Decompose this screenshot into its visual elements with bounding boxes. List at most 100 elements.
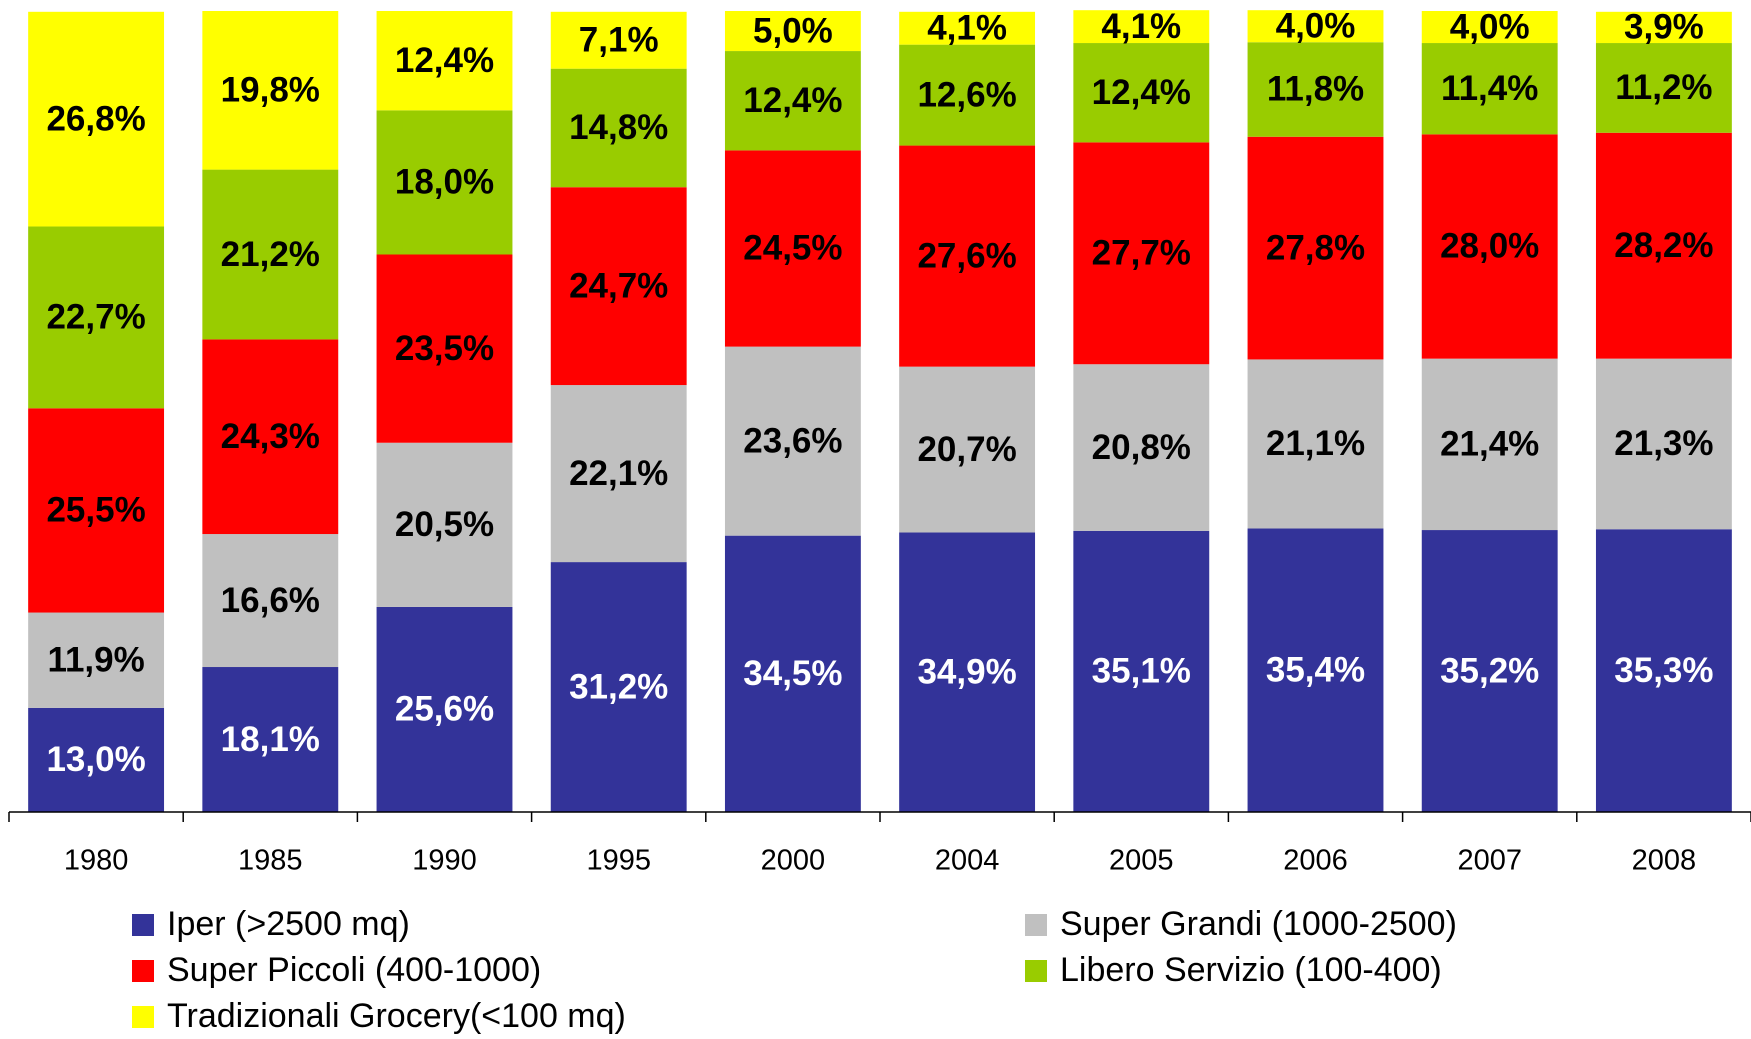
data-label: 20,5% xyxy=(395,505,494,544)
bar-segment xyxy=(28,226,165,409)
bar-segment xyxy=(1247,10,1384,43)
bar-segment xyxy=(1595,132,1732,359)
data-label: 27,7% xyxy=(1092,234,1191,273)
bar-segment xyxy=(899,532,1036,812)
data-label: 18,0% xyxy=(395,163,494,202)
legend-swatch xyxy=(132,960,154,982)
data-label: 11,8% xyxy=(1267,70,1364,109)
bar-segment xyxy=(550,562,687,812)
bar-segment xyxy=(1073,530,1210,812)
bar-segment xyxy=(1247,136,1384,360)
data-label: 34,5% xyxy=(743,654,842,693)
data-label: 12,4% xyxy=(395,41,494,80)
data-label: 4,0% xyxy=(1276,6,1356,45)
bar-segment xyxy=(28,11,165,227)
x-tick-label: 2007 xyxy=(1457,845,1522,877)
legend-label: Super Grandi (1000-2500) xyxy=(1060,905,1457,943)
bar-segment xyxy=(1247,42,1384,137)
data-label: 4,0% xyxy=(1450,7,1530,46)
x-tick-label: 2000 xyxy=(761,845,826,877)
bar-segment xyxy=(550,385,687,563)
bar-segment xyxy=(1421,11,1558,44)
bar-segment xyxy=(899,366,1036,533)
bar-segment xyxy=(376,442,513,607)
bar-segment xyxy=(376,606,513,812)
data-label: 18,1% xyxy=(221,720,320,759)
bar-segment xyxy=(724,150,861,347)
bar-segment xyxy=(724,346,861,536)
data-label: 28,0% xyxy=(1440,227,1539,266)
data-label: 22,1% xyxy=(569,454,668,493)
x-tick-label: 2005 xyxy=(1109,845,1174,877)
legend-swatch xyxy=(1025,960,1047,982)
legend-label: Tradizionali Grocery(<100 mq) xyxy=(167,997,626,1035)
data-label: 34,9% xyxy=(917,652,1016,691)
bar-segment xyxy=(1073,43,1210,143)
x-tick-label: 2004 xyxy=(935,845,1000,877)
data-label: 24,7% xyxy=(569,266,668,305)
bar-segment xyxy=(899,11,1036,45)
bar-segment xyxy=(202,667,339,812)
data-label: 20,7% xyxy=(917,430,1016,469)
data-label: 23,5% xyxy=(395,329,494,368)
data-label: 7,1% xyxy=(579,20,659,59)
legend-swatch xyxy=(132,914,154,936)
data-label: 13,0% xyxy=(46,740,145,779)
bar-segment xyxy=(1073,10,1210,44)
data-label: 28,2% xyxy=(1614,226,1713,265)
data-label: 31,2% xyxy=(569,667,668,706)
bar-segment xyxy=(202,11,339,170)
bar-segment xyxy=(202,169,339,340)
data-label: 21,3% xyxy=(1614,424,1713,463)
data-label: 12,6% xyxy=(917,75,1016,114)
data-label: 27,6% xyxy=(917,236,1016,275)
data-label: 26,8% xyxy=(46,99,145,138)
x-tick-label: 1980 xyxy=(64,845,129,877)
data-label: 21,2% xyxy=(221,235,320,274)
data-label: 21,1% xyxy=(1266,424,1365,463)
data-label: 12,4% xyxy=(1092,73,1191,112)
data-label: 27,8% xyxy=(1266,228,1365,267)
bar-segment xyxy=(899,44,1036,146)
bar-segment xyxy=(1073,142,1210,365)
data-label: 22,7% xyxy=(46,298,145,337)
x-tick-label: 1990 xyxy=(412,845,477,877)
data-label: 25,6% xyxy=(395,690,494,729)
legend-label: Iper (>2500 mq) xyxy=(167,905,410,943)
data-label: 20,8% xyxy=(1092,428,1191,467)
bar-segment xyxy=(28,408,165,613)
bar-segment xyxy=(1421,43,1558,135)
data-label: 12,4% xyxy=(743,81,842,120)
data-label: 11,9% xyxy=(47,640,144,679)
bar-segment xyxy=(1421,358,1558,531)
data-label: 24,5% xyxy=(743,229,842,268)
data-label: 25,5% xyxy=(46,491,145,530)
data-label: 35,4% xyxy=(1266,650,1365,689)
data-label: 4,1% xyxy=(927,8,1007,47)
data-label: 35,3% xyxy=(1614,651,1713,690)
bar-segment xyxy=(1595,11,1732,44)
legend-swatch xyxy=(1025,914,1047,936)
data-label: 35,2% xyxy=(1440,651,1539,690)
x-tick-label: 2008 xyxy=(1632,845,1697,877)
data-label: 16,6% xyxy=(221,581,320,620)
bar-segment xyxy=(28,707,165,812)
data-label: 3,9% xyxy=(1624,8,1704,47)
bar-segment xyxy=(724,11,861,52)
bar-segment xyxy=(1073,364,1210,531)
legend-swatch xyxy=(132,1006,154,1028)
bar-segment xyxy=(376,254,513,443)
legend-label: Libero Servizio (100-400) xyxy=(1060,951,1442,989)
data-label: 14,8% xyxy=(569,108,668,147)
data-label: 24,3% xyxy=(221,417,320,456)
bar-segment xyxy=(202,534,339,668)
bar-segment xyxy=(724,535,861,812)
bar-segment xyxy=(376,11,513,111)
legend-label: Super Piccoli (400-1000) xyxy=(167,951,541,989)
bar-segment xyxy=(1595,358,1732,530)
bar-segment xyxy=(550,187,687,386)
bar-segment xyxy=(1595,43,1732,133)
bar-segment xyxy=(1247,359,1384,529)
data-label: 5,0% xyxy=(753,11,833,50)
